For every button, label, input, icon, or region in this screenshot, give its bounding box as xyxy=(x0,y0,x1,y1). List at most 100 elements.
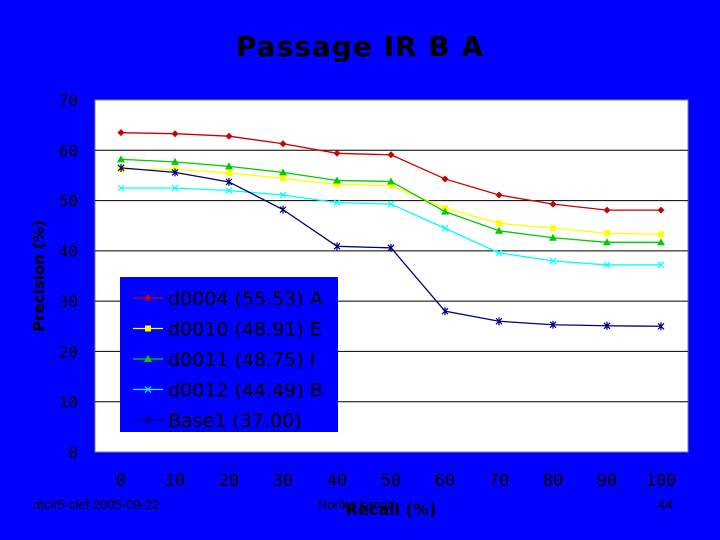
data-point xyxy=(441,207,449,215)
data-point xyxy=(549,257,557,265)
data-point xyxy=(117,155,125,163)
data-point xyxy=(144,386,152,393)
data-point xyxy=(603,206,611,214)
data-point xyxy=(171,157,179,165)
data-point xyxy=(144,416,152,424)
x-tick-label: 10 xyxy=(165,471,185,491)
data-point xyxy=(549,200,557,208)
y-tick-label: 50 xyxy=(59,192,78,211)
legend-item: Base1 (37.00) xyxy=(133,410,302,432)
series-3 xyxy=(117,155,665,246)
data-point xyxy=(387,200,395,208)
x-tick-label: 50 xyxy=(381,471,401,491)
data-point xyxy=(387,177,395,185)
x-tick-label: 0 xyxy=(116,471,126,491)
data-point xyxy=(225,177,233,186)
data-point xyxy=(387,151,395,159)
legend-label: d0010 (48.91) E xyxy=(168,319,322,341)
y-tick-label: 0 xyxy=(68,443,78,462)
data-point xyxy=(117,163,125,172)
x-tick-label: 100 xyxy=(646,471,677,491)
data-point xyxy=(333,199,341,207)
data-point xyxy=(495,317,503,326)
x-tick-label: 90 xyxy=(597,471,617,491)
data-point xyxy=(333,242,341,251)
x-tick-label: 80 xyxy=(543,471,563,491)
y-tick-label: 40 xyxy=(59,242,78,261)
data-point xyxy=(171,130,179,138)
legend-item: d0004 (55.53) A xyxy=(133,288,323,310)
data-point xyxy=(280,175,286,182)
data-point xyxy=(496,220,502,227)
legend-label: d0004 (55.53) A xyxy=(168,288,323,310)
data-point xyxy=(279,205,287,214)
data-point xyxy=(226,169,232,176)
data-point xyxy=(441,307,449,316)
data-point xyxy=(549,233,557,241)
data-point xyxy=(279,191,287,199)
data-point xyxy=(279,140,287,148)
legend: d0004 (55.53) A d0010 (48.91) E d0011 (48.… xyxy=(120,277,338,432)
data-point xyxy=(387,243,395,252)
y-axis-label: Precision (%) xyxy=(30,220,48,332)
data-point xyxy=(495,249,503,257)
x-tick-label: 70 xyxy=(489,471,509,491)
legend-label: d0012 (44.49) B xyxy=(168,380,323,402)
data-point xyxy=(333,176,341,184)
legend-item: d0010 (48.91) E xyxy=(133,319,322,341)
data-point xyxy=(603,238,611,246)
x-tick-label: 40 xyxy=(327,471,347,491)
x-tick-label: 30 xyxy=(273,471,293,491)
data-point xyxy=(388,182,394,189)
data-point xyxy=(144,355,152,362)
data-point xyxy=(657,206,665,214)
series-4 xyxy=(117,184,665,269)
series-1 xyxy=(117,129,665,214)
y-tick-label: 20 xyxy=(59,342,78,361)
data-point xyxy=(225,162,233,170)
slide-title: Passage IR B A xyxy=(235,30,485,63)
legend-box xyxy=(120,277,338,432)
series-5 xyxy=(117,163,665,331)
series-layer xyxy=(117,129,665,331)
footer-conference: ntcir5-clef 2005-09-22 xyxy=(33,497,160,512)
page-number: 44 xyxy=(658,497,673,512)
data-point xyxy=(603,261,611,269)
data-point xyxy=(333,149,341,157)
legend-item: d0012 (44.49) B xyxy=(133,380,323,402)
x-axis-label: Recall (%) xyxy=(346,500,437,519)
data-point xyxy=(225,187,233,194)
data-point xyxy=(144,294,152,302)
data-point xyxy=(603,321,611,330)
x-tick-labels: 0 10 20 30 40 50 60 70 80 90 100 xyxy=(116,471,676,491)
x-tick-label: 60 xyxy=(435,471,455,491)
data-point xyxy=(117,129,125,137)
data-point xyxy=(495,226,503,234)
data-point xyxy=(171,184,179,192)
data-point xyxy=(441,175,449,183)
data-point xyxy=(225,132,233,140)
data-point xyxy=(495,191,503,199)
y-tick-labels: 0 10 20 30 40 50 60 70 xyxy=(59,91,78,462)
y-tick-label: 70 xyxy=(59,91,78,110)
series-2 xyxy=(118,166,664,238)
x-tick-label: 20 xyxy=(219,471,239,491)
data-point xyxy=(549,320,557,329)
legend-item: d0011 (48.75) I xyxy=(133,349,315,371)
y-tick-label: 60 xyxy=(59,141,78,160)
data-point xyxy=(441,224,449,232)
data-point xyxy=(657,261,665,269)
data-point xyxy=(334,181,340,188)
data-point xyxy=(657,238,665,246)
footer-author: Noriko kando xyxy=(318,497,395,512)
legend-label: Base1 (37.00) xyxy=(168,410,302,432)
data-point xyxy=(658,231,664,238)
data-point xyxy=(550,225,556,232)
data-point xyxy=(117,184,125,192)
data-point xyxy=(604,230,610,237)
y-tick-label: 30 xyxy=(59,292,78,311)
y-tick-label: 10 xyxy=(59,393,78,412)
data-point xyxy=(657,322,665,331)
data-point xyxy=(171,168,179,177)
